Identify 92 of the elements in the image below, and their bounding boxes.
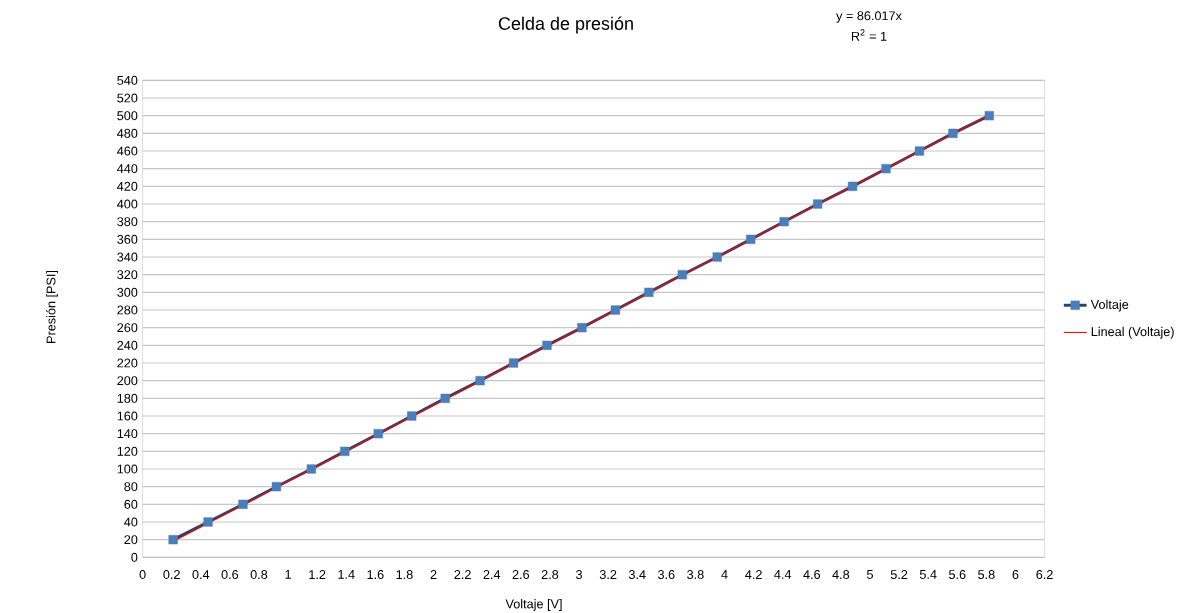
point xyxy=(610,305,620,315)
x-tick-label: 3 xyxy=(575,570,582,580)
y-tick-label: 100 xyxy=(117,464,138,474)
y-tick-label: 240 xyxy=(117,340,138,350)
point xyxy=(577,323,587,333)
legend-label: Lineal (Voltaje) xyxy=(1091,326,1174,339)
x-tick-label: 3.2 xyxy=(599,570,617,580)
x-tick-label: 3.6 xyxy=(657,570,675,580)
chart-title: Celda de presión xyxy=(498,16,633,34)
point xyxy=(948,128,958,138)
x-tick-label: 6 xyxy=(1012,570,1019,580)
y-tick-label: 400 xyxy=(117,199,138,209)
y-tick-label: 520 xyxy=(117,93,138,103)
x-tick-label: 0.4 xyxy=(192,570,210,580)
y-tick-label: 180 xyxy=(117,393,138,403)
y-tick-label: 280 xyxy=(117,305,138,315)
y-tick-label: 500 xyxy=(117,111,138,121)
x-tick-label: 2.4 xyxy=(483,570,501,579)
x-tick-label: 2 xyxy=(430,570,437,579)
y-tick-label: 460 xyxy=(117,146,138,156)
point xyxy=(203,517,213,527)
x-tick-label: 4.6 xyxy=(803,570,821,580)
point xyxy=(168,535,178,545)
x-axis-title: Voltaje [V] xyxy=(505,599,562,611)
point xyxy=(779,217,789,227)
point xyxy=(847,181,858,191)
point xyxy=(677,270,687,280)
x-tick-label: 0.8 xyxy=(250,570,268,580)
y-tick-label: 200 xyxy=(117,376,138,386)
point xyxy=(644,287,654,297)
x-tick-label: 6.2 xyxy=(1036,570,1053,580)
text: R$^{2}$ = 1 xyxy=(851,29,887,41)
x-tick-label: 0.2 xyxy=(163,570,180,580)
x-tick-label: 1.6 xyxy=(367,570,384,580)
x-tick-label: 2.6 xyxy=(512,570,530,580)
x-tick-label: 2.2 xyxy=(454,570,471,579)
point xyxy=(746,234,756,244)
point xyxy=(712,252,722,262)
point xyxy=(542,340,552,350)
y-tick-label: 40 xyxy=(124,517,138,527)
y-tick-label: 540 xyxy=(117,75,138,85)
y-tick-label: 160 xyxy=(117,411,138,421)
y-tick-label: 420 xyxy=(117,181,138,191)
point xyxy=(984,111,994,121)
x-tick-label: 5.8 xyxy=(978,570,995,580)
y-tick-label: 120 xyxy=(117,446,138,456)
x-tick-label: 0.6 xyxy=(221,570,239,580)
y-tick-label: 80 xyxy=(124,482,138,492)
y-tick-label: 300 xyxy=(117,287,138,297)
x-tick-label: 1 xyxy=(285,570,291,579)
x-tick-label: 0 xyxy=(139,570,146,580)
y-tick-label: 360 xyxy=(117,234,138,244)
point xyxy=(407,411,417,421)
y-tick-label: 380 xyxy=(117,217,138,227)
point xyxy=(306,464,316,474)
y-tick-label: 260 xyxy=(117,323,138,333)
y-tick-label: 480 xyxy=(117,128,138,138)
x-tick-label: 1.4 xyxy=(338,570,355,579)
y-tick-label: 20 xyxy=(124,535,138,545)
x-tick-label: 5.4 xyxy=(919,570,937,579)
x-tick-label: 4.8 xyxy=(832,570,850,580)
point xyxy=(271,482,282,492)
x-tick-label: 1.8 xyxy=(396,570,413,580)
x-tick-label: 4 xyxy=(721,570,728,579)
y-tick-label: 60 xyxy=(124,499,138,509)
x-tick-label: 2.8 xyxy=(541,570,559,580)
x-tick-label: 4.2 xyxy=(745,570,762,579)
x-tick-label: 1.2 xyxy=(309,570,326,579)
point xyxy=(914,146,925,156)
point xyxy=(881,164,891,174)
x-tick-label: 3.4 xyxy=(628,570,646,580)
legend-label: Voltaje xyxy=(1090,299,1129,312)
y-tick-label: 340 xyxy=(117,252,138,262)
point xyxy=(373,429,383,439)
y-tick-label: 140 xyxy=(117,429,138,439)
y-tick-label: 220 xyxy=(117,358,138,368)
point xyxy=(340,446,350,456)
y-tick-label: 0 xyxy=(131,552,138,562)
y-axis-title: Presión [PSI] xyxy=(46,270,58,343)
point xyxy=(813,199,823,209)
y-tick-label: 320 xyxy=(117,270,138,280)
point xyxy=(440,393,450,403)
x-tick-label: 3.8 xyxy=(687,570,704,580)
x-tick-label: 5.6 xyxy=(948,570,966,580)
point xyxy=(238,499,248,509)
x-tick-label: 5.2 xyxy=(890,570,908,580)
point xyxy=(508,358,519,368)
text: y = 86.017x xyxy=(836,11,902,23)
x-tick-label: 5 xyxy=(866,570,873,579)
y-tick-label: 440 xyxy=(117,164,138,174)
point xyxy=(475,376,485,386)
x-tick-label: 4.4 xyxy=(774,570,792,579)
